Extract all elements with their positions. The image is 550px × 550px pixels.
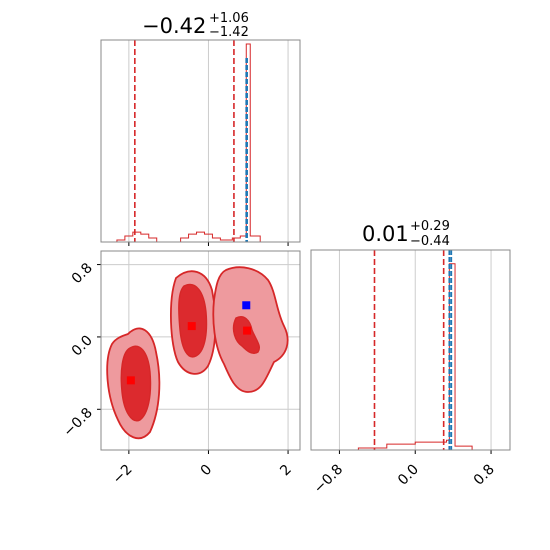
marginal-2-frame [310, 249, 511, 451]
y-tick-label: 0.0 [69, 332, 96, 359]
y-tick-label: −0.8 [60, 405, 95, 440]
histogram-line [101, 43, 300, 243]
mode-marker [126, 376, 135, 385]
x-tick-label: 2 [277, 462, 295, 480]
mode-marker [243, 326, 252, 335]
y-tick-label: 0.8 [69, 260, 96, 287]
x-tick-label: 0.0 [395, 462, 422, 489]
x-tick-label: 0 [198, 462, 216, 480]
marginal-panel-2: −0.8 0.0 0.8 [310, 249, 511, 497]
title-2-plus: +0.29 [410, 219, 450, 234]
title-1-minus: −1.42 [209, 25, 249, 40]
histogram-line [325, 263, 473, 451]
x-tick-label: −0.8 [311, 462, 346, 497]
title-param-1: −0.42 [142, 14, 206, 38]
marginal-1-frame [100, 39, 301, 243]
title-2-minus: −0.44 [410, 234, 450, 249]
x-tick-label: −2 [110, 462, 136, 488]
title-2-value: 0.01 [362, 222, 409, 246]
title-1-plus: +1.06 [209, 11, 249, 26]
title-1-value: −0.42 [142, 14, 206, 38]
contour-inner [178, 283, 208, 358]
mode-marker [187, 322, 196, 331]
title-param-2: 0.01 [362, 222, 409, 246]
x-tick-label: 0.8 [471, 462, 498, 489]
joint-frame [100, 250, 301, 451]
contour-inner [120, 345, 152, 422]
contour-inner [232, 316, 261, 355]
marginal-panel-1 [100, 39, 301, 246]
truth-marker [242, 301, 251, 310]
joint-panel: −2 0 2 −0.8 0.0 0.8 [60, 250, 301, 488]
